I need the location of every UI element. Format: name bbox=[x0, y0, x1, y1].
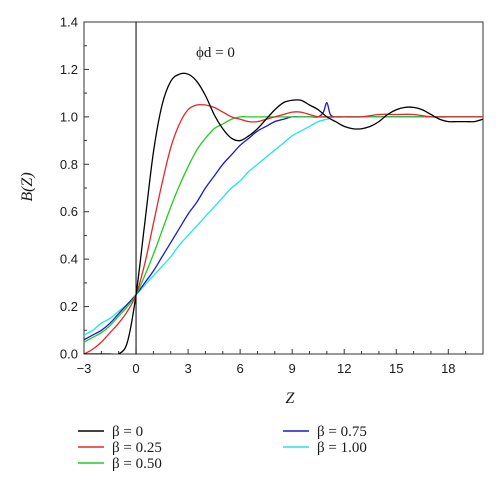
x-tick-label: 9 bbox=[289, 361, 296, 376]
y-tick-label: 0.6 bbox=[60, 204, 78, 219]
y-axis-title: B(Z) bbox=[19, 172, 36, 201]
y-tick-label: 1.4 bbox=[60, 15, 78, 30]
legend-label-2: β = 0.50 bbox=[112, 456, 162, 472]
x-tick-label: 6 bbox=[237, 361, 244, 376]
y-tick-label: 0.2 bbox=[60, 299, 78, 314]
y-tick-label: 1.2 bbox=[60, 62, 78, 77]
y-tick-label: 1.0 bbox=[60, 109, 78, 124]
legend: β = 0β = 0.25β = 0.50 β = 0.75β = 1.00 bbox=[78, 424, 367, 472]
series-line-0 bbox=[84, 72, 483, 354]
y-axis-ticks: 0.0 0.2 0.4 0.6 0.8 1.0 1.2 1.4 bbox=[60, 15, 89, 362]
y-tick-label: 0.0 bbox=[60, 347, 78, 362]
x-axis-ticks: −3 0 3 6 9 12 15 18 bbox=[77, 349, 484, 376]
legend-label-3: β = 0.75 bbox=[317, 424, 367, 440]
x-tick-label: 0 bbox=[132, 361, 139, 376]
x-tick-label: 18 bbox=[441, 361, 455, 376]
x-tick-label: 3 bbox=[184, 361, 191, 376]
x-tick-label: 15 bbox=[389, 361, 403, 376]
y-tick-label: 0.4 bbox=[60, 252, 78, 267]
legend-label-0: β = 0 bbox=[112, 424, 143, 440]
annotation-phi-d: ϕd = 0 bbox=[196, 45, 235, 61]
legend-label-4: β = 1.00 bbox=[317, 440, 367, 456]
x-axis-title: Z bbox=[286, 390, 296, 407]
plot-area bbox=[83, 21, 484, 355]
y-tick-label: 0.8 bbox=[60, 157, 78, 172]
x-tick-label: −3 bbox=[77, 361, 92, 376]
x-tick-label: 12 bbox=[337, 361, 351, 376]
series-layer bbox=[84, 72, 483, 354]
series-line-1 bbox=[84, 103, 483, 354]
legend-label-1: β = 0.25 bbox=[112, 440, 162, 456]
